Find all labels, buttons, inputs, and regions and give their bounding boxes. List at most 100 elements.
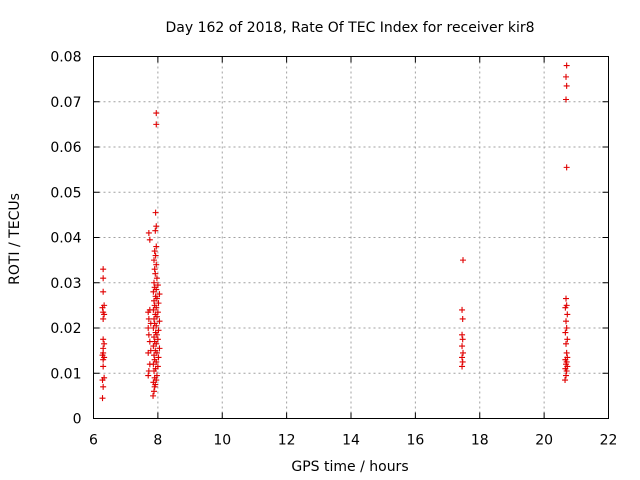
data-point — [145, 315, 152, 322]
data-point — [151, 279, 158, 286]
y-axis-tick-labels: 0 0.01 0.02 0.03 0.04 0.05 0.06 0.07 0.08 — [50, 50, 81, 428]
data-point — [153, 275, 160, 282]
data-point — [459, 358, 466, 365]
data-point — [154, 336, 161, 343]
data-point — [459, 306, 466, 313]
data-point — [153, 372, 160, 379]
data-point — [101, 302, 108, 309]
data-point — [146, 236, 153, 243]
data-point — [459, 336, 466, 343]
data-point — [152, 293, 159, 300]
data-point — [101, 374, 108, 381]
data-point — [100, 345, 107, 352]
data-point — [154, 309, 161, 316]
data-point — [151, 284, 158, 291]
x-tick-label: 8 — [153, 433, 162, 449]
data-point — [154, 282, 161, 289]
data-point — [154, 363, 161, 370]
y-tick-label: 0.01 — [50, 366, 81, 382]
data-point — [100, 336, 107, 343]
plot-area-frame — [93, 56, 609, 419]
data-point — [153, 243, 160, 250]
y-tick-label: 0.05 — [50, 185, 81, 201]
y-tick-label: 0.07 — [50, 95, 81, 111]
data-point — [152, 270, 159, 277]
data-point — [459, 354, 466, 361]
data-point — [563, 164, 570, 171]
y-tick-label: 0.08 — [50, 50, 81, 66]
x-tick-label: 6 — [89, 433, 98, 449]
data-point — [100, 315, 107, 322]
data-point — [563, 325, 570, 331]
data-point — [156, 291, 163, 298]
data-point — [151, 248, 158, 255]
data-point — [459, 363, 466, 370]
gridlines — [93, 56, 609, 419]
data-point — [100, 309, 107, 316]
data-point — [145, 331, 152, 338]
data-point — [155, 327, 162, 334]
data-point — [563, 372, 570, 379]
data-point — [563, 340, 570, 347]
data-point — [562, 377, 569, 384]
x-tick-label: 12 — [278, 433, 296, 449]
data-point — [100, 275, 107, 282]
data-point — [100, 288, 107, 295]
data-point — [564, 354, 571, 361]
data-point — [151, 388, 158, 395]
data-point — [151, 356, 158, 363]
data-point — [151, 320, 158, 327]
x-tick-label: 18 — [471, 433, 489, 449]
x-tick-label: 22 — [600, 433, 618, 449]
data-point — [100, 266, 107, 273]
y-tick-label: 0.04 — [50, 231, 81, 247]
data-point — [562, 329, 569, 336]
data-point — [153, 223, 160, 230]
data-point — [152, 347, 159, 354]
data-point — [155, 354, 162, 361]
data-point — [152, 252, 159, 259]
x-tick-label: 16 — [406, 433, 424, 449]
data-point — [460, 349, 467, 356]
data-point — [153, 110, 160, 117]
data-point — [152, 209, 159, 216]
data-points — [99, 62, 571, 402]
data-point — [145, 367, 152, 374]
data-point — [563, 73, 570, 80]
data-point — [563, 62, 570, 69]
data-point — [563, 295, 570, 302]
data-point — [153, 121, 160, 128]
data-point — [152, 227, 159, 234]
data-point — [459, 315, 466, 322]
x-tick-label: 14 — [342, 433, 360, 449]
x-axis-label: GPS time / hours — [291, 459, 408, 475]
data-point — [99, 395, 106, 402]
data-point — [564, 336, 571, 343]
data-point — [145, 325, 152, 331]
data-point — [155, 300, 162, 307]
data-point — [100, 363, 107, 370]
y-tick-label: 0.02 — [50, 321, 81, 337]
x-axis-tick-labels: 6 8 10 12 14 16 18 20 22 — [89, 433, 617, 449]
data-point — [563, 302, 570, 309]
x-tick-label: 10 — [213, 433, 231, 449]
data-point — [153, 261, 160, 268]
data-point — [563, 318, 570, 325]
data-point — [145, 229, 152, 236]
y-axis-label: ROTI / TECUs — [7, 193, 23, 285]
data-point — [564, 311, 571, 318]
data-point — [156, 318, 163, 325]
data-point — [459, 343, 466, 350]
data-point — [151, 302, 158, 309]
data-point — [101, 340, 108, 347]
data-point — [563, 349, 570, 356]
data-point — [151, 338, 158, 345]
data-point — [460, 257, 467, 264]
chart-title: Day 162 of 2018, Rate Of TEC Index for r… — [165, 20, 534, 36]
y-tick-label: 0.03 — [50, 276, 81, 292]
x-tick-label: 20 — [535, 433, 553, 449]
data-point — [563, 96, 570, 103]
data-point — [100, 383, 107, 390]
data-point — [156, 345, 163, 352]
